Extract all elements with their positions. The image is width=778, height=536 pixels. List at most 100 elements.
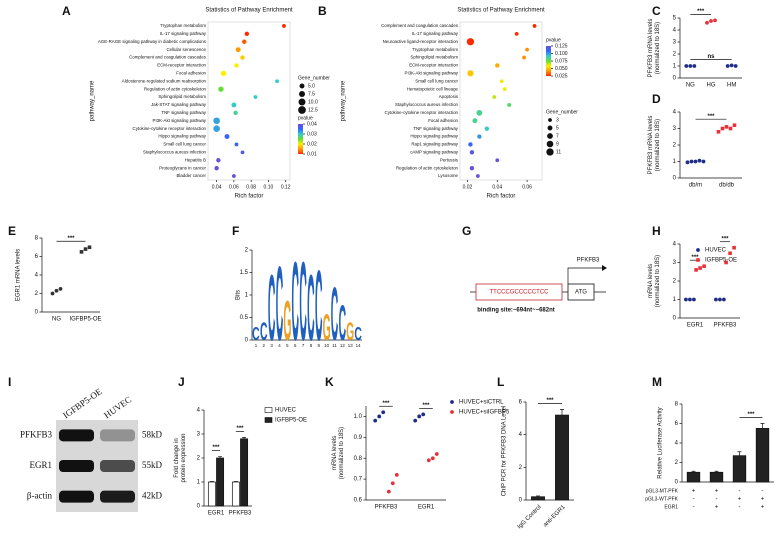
logo-letter: G xyxy=(283,289,291,353)
logo-letter: C xyxy=(331,274,338,357)
category-label: Pertussis xyxy=(440,157,459,162)
significance-label: *** xyxy=(422,403,430,409)
size-legend-label: 11 xyxy=(556,149,561,155)
data-point xyxy=(390,481,395,486)
significance-label: *** xyxy=(236,426,244,432)
y-tick-label: 1 xyxy=(673,159,677,165)
x-tick-label: IGFBP5-OE xyxy=(69,317,101,323)
y-axis-label: pathway_name xyxy=(341,80,347,121)
lane-label: HUVEC xyxy=(102,394,133,420)
x-tick-label: PFKFB3 xyxy=(714,323,737,329)
bubble xyxy=(224,134,230,140)
size-legend-mark xyxy=(298,90,306,98)
category-label: TNF signaling pathway xyxy=(413,126,458,131)
category-label: Sphingolipid metabolism xyxy=(158,94,206,99)
category-label: Tryptophan metabolism xyxy=(160,23,206,28)
y-tick-label: 1 xyxy=(673,64,677,70)
error-bar xyxy=(536,495,540,497)
x-tick-label: 0.04 xyxy=(212,184,222,190)
bubble xyxy=(476,109,483,116)
data-point xyxy=(685,160,690,165)
logo-letter: C xyxy=(354,324,362,345)
data-point xyxy=(694,268,698,272)
category-label: AGE-RAGE signaling pathway in diabetic c… xyxy=(98,39,207,44)
band xyxy=(100,460,135,472)
category-label: Small cell lung cancer xyxy=(415,78,458,83)
position-label: 8 xyxy=(310,343,313,348)
bubble xyxy=(214,165,219,171)
bubble xyxy=(234,142,239,147)
panel-letter: K xyxy=(325,375,334,389)
category-label: Cellular senescence xyxy=(166,47,206,52)
size-label: 55kD xyxy=(142,460,163,470)
color-bar xyxy=(546,46,551,76)
category-label: Complement and coagulation cascades xyxy=(129,55,207,60)
x-tick-label: HM xyxy=(727,83,736,89)
x-axis-label: Rich factor xyxy=(235,194,264,200)
color-legend-label: 0.025 xyxy=(555,73,568,79)
error-bar xyxy=(218,456,223,458)
protein-label: EGR1 xyxy=(30,460,53,470)
bubble xyxy=(514,31,519,36)
y-tick-label: 4 xyxy=(197,408,201,414)
bubble xyxy=(231,102,237,108)
data-point xyxy=(692,297,696,302)
significance-label: ns xyxy=(707,54,715,60)
category-label: Hippo signaling pathway xyxy=(410,134,458,139)
y-tick-label: 0.7 xyxy=(354,477,363,483)
logo-letter: C xyxy=(252,324,260,345)
data-point xyxy=(697,158,702,163)
panel-letter: M xyxy=(652,375,662,389)
protein-label: β-actin xyxy=(27,491,53,501)
logo-letter: C xyxy=(315,251,322,362)
bubble xyxy=(275,79,279,84)
data-point xyxy=(722,297,726,302)
y-tick-label: 1.5 xyxy=(240,270,249,276)
chart-title: Statistics of Pathway Enrichment xyxy=(205,8,293,14)
error-bar xyxy=(242,437,247,439)
size-legend-label: 7 xyxy=(556,133,559,139)
data-point xyxy=(417,414,422,419)
significance-label: *** xyxy=(697,9,705,15)
legend-label: HUVEC xyxy=(275,408,297,414)
bubble xyxy=(522,55,527,60)
y-tick-label: 4 xyxy=(35,273,39,279)
bar xyxy=(240,438,249,507)
table-mark: - xyxy=(739,505,741,511)
bubble xyxy=(495,158,500,163)
y-tick-label: 8 xyxy=(675,402,679,408)
category-label: ECM-receptor interaction xyxy=(157,63,206,68)
x-tick-label: EGR1 xyxy=(418,505,435,511)
y-axis-label: Relative Luciferase Activity xyxy=(658,407,664,478)
significance-label: *** xyxy=(67,236,75,242)
bubble xyxy=(484,126,490,131)
gene-label: PFKFB3 xyxy=(577,258,600,264)
error-bar xyxy=(737,451,742,456)
bubble xyxy=(282,24,286,28)
significance-label: *** xyxy=(721,236,729,242)
y-axis-label: EGR1 mRNA levels xyxy=(16,249,22,301)
category-label: Staphylococcus aureus infection xyxy=(143,150,207,155)
y-tick-label: 8 xyxy=(35,236,39,242)
y-axis-label: (normalized to 18S) xyxy=(339,427,345,479)
bubble xyxy=(468,142,473,147)
legend-label: HUVEC+siCTRL xyxy=(459,400,504,406)
y-axis-label: (normalized to 18S) xyxy=(655,255,661,307)
color-legend-title: pvalue xyxy=(298,115,313,121)
bar xyxy=(732,455,747,483)
y-tick-label: 6 xyxy=(675,421,679,427)
x-tick-label: PFKFB3 xyxy=(375,505,398,511)
category-label: Hippo signaling pathway xyxy=(158,134,206,139)
data-point xyxy=(714,297,718,302)
bubble xyxy=(499,79,504,84)
category-label: Cytokine-cytokine receptor interaction xyxy=(385,110,459,115)
band xyxy=(59,460,94,472)
legend-swatch xyxy=(264,417,273,423)
bar xyxy=(207,481,216,507)
y-tick-label: 0 xyxy=(519,498,523,504)
y-axis-label: ChIP PCR for PFKFB3 DNA Level xyxy=(502,406,508,497)
x-tick-label: 0.12 xyxy=(281,184,291,190)
legend-label: IGFBP5-OE xyxy=(705,258,737,264)
arrow-head xyxy=(602,265,607,271)
data-point xyxy=(729,63,734,68)
